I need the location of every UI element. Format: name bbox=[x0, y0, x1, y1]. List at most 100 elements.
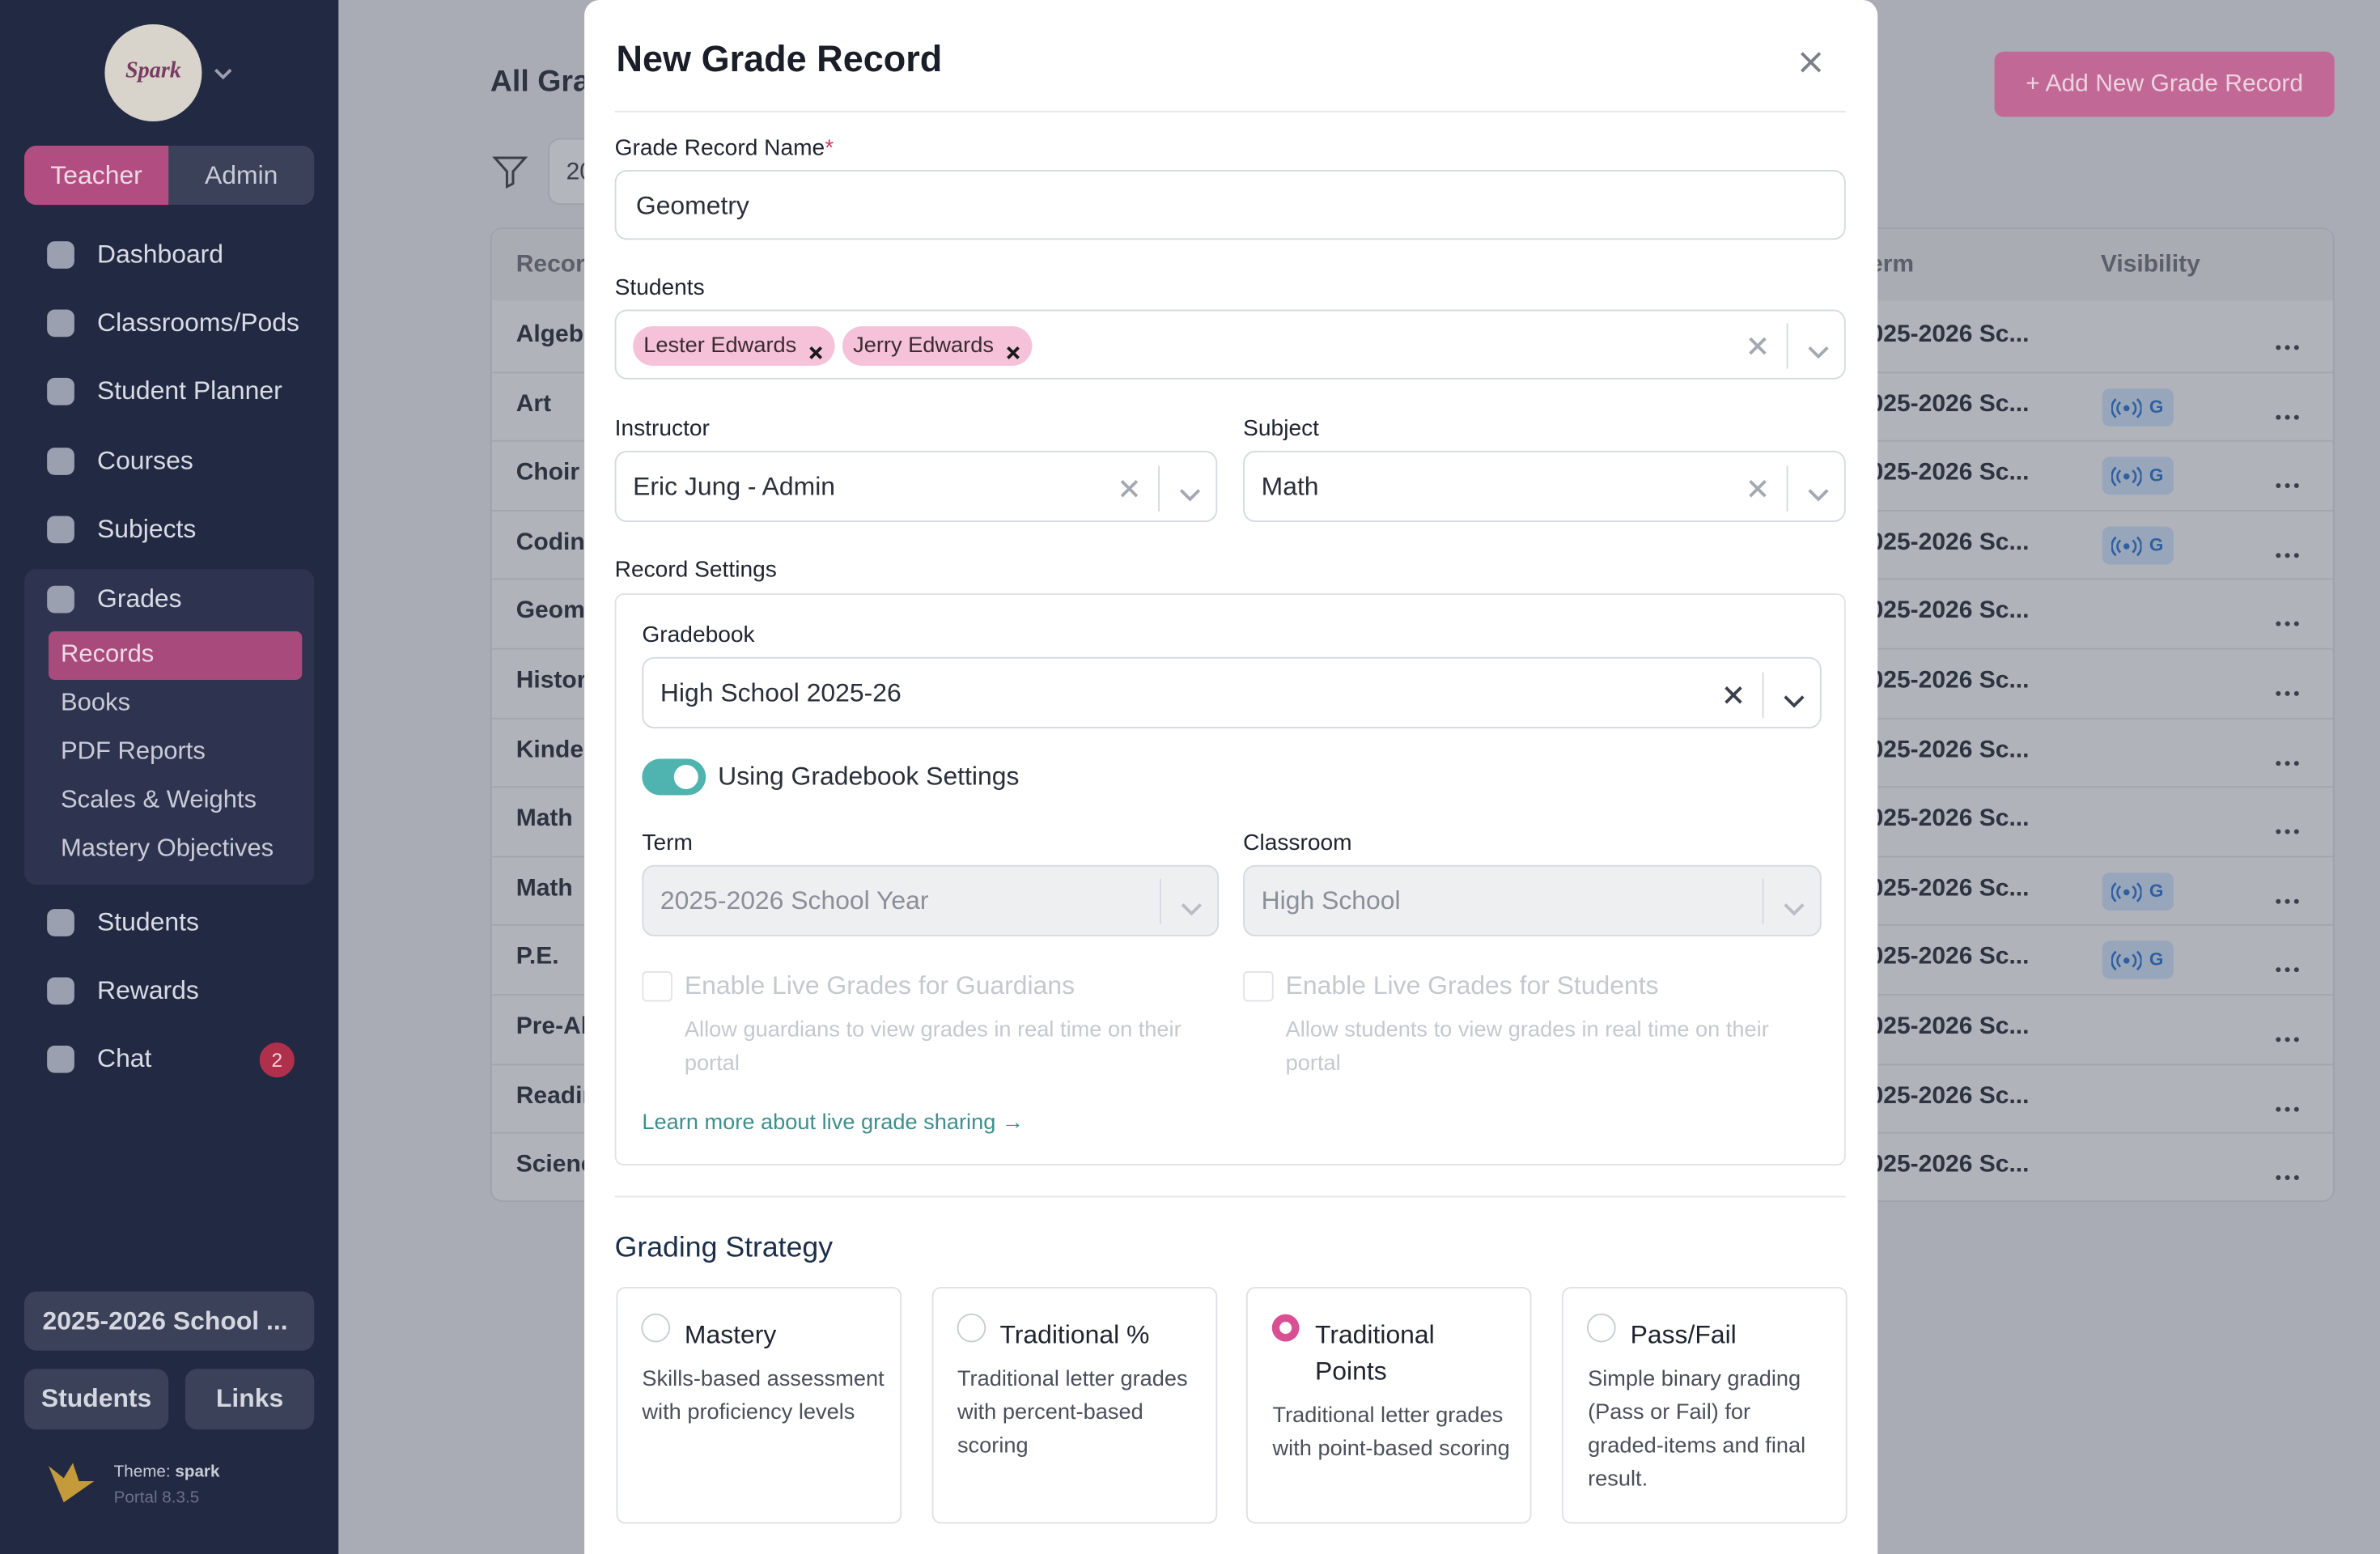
select[interactable]: Math bbox=[1243, 450, 1846, 522]
row-menu[interactable] bbox=[2276, 817, 2300, 844]
radio[interactable] bbox=[956, 1313, 986, 1351]
settings-box bbox=[614, 593, 1846, 1166]
nav-item[interactable]: Grades bbox=[97, 584, 182, 614]
text-input[interactable]: Geometry bbox=[614, 170, 1846, 240]
term: 2025-2026 Sc... bbox=[1856, 805, 2030, 832]
dropdown-icon bbox=[1784, 897, 1805, 924]
select-value: High School 2025-26 bbox=[660, 678, 902, 707]
dropdown-icon[interactable] bbox=[1784, 688, 1805, 715]
strategy-description: Simple binary grading (Pass or Fail) for… bbox=[1588, 1367, 1806, 1492]
nav-icon bbox=[44, 444, 77, 486]
checkbox-description: Allow guardians to view grades in real t… bbox=[684, 1018, 1182, 1076]
theme: Theme: spark bbox=[114, 1463, 220, 1482]
modal-title: New Grade Record bbox=[616, 39, 943, 81]
divider bbox=[614, 1195, 1846, 1198]
chip-label: Lester Edwards bbox=[643, 333, 797, 359]
sub-nav-item[interactable]: Scales & Weights bbox=[61, 786, 257, 813]
year-selector[interactable]: 2025-2026 School ... bbox=[24, 1291, 315, 1351]
chip-remove[interactable] bbox=[809, 340, 823, 367]
strategy-card[interactable]: Mastery Skills-based assessment with prof… bbox=[616, 1287, 902, 1524]
dropdown-icon[interactable] bbox=[1179, 482, 1201, 509]
clear-icon[interactable] bbox=[1723, 684, 1744, 713]
row-menu[interactable] bbox=[2276, 540, 2300, 567]
theme-icon bbox=[49, 1463, 95, 1503]
select[interactable]: Eric Jung - Admin bbox=[614, 450, 1218, 522]
logo-chevron[interactable] bbox=[214, 67, 232, 83]
field-label: Grade Record Name* bbox=[615, 135, 834, 161]
sub-nav-item[interactable]: Records bbox=[61, 640, 155, 668]
select[interactable]: High School 2025-26 bbox=[642, 656, 1822, 728]
role-tab[interactable]: Admin bbox=[205, 160, 278, 190]
nav-item[interactable]: Chat bbox=[97, 1044, 152, 1073]
row-menu[interactable] bbox=[2276, 609, 2300, 637]
visibility-text: G bbox=[2149, 465, 2164, 486]
visibility-text: G bbox=[2149, 949, 2164, 970]
label-text: Grade Record Name bbox=[614, 134, 825, 161]
row-menu[interactable] bbox=[2276, 1093, 2300, 1121]
separator bbox=[1158, 465, 1160, 511]
separator bbox=[1786, 323, 1788, 369]
term: 2025-2026 Sc... bbox=[1856, 529, 2030, 555]
checkbox[interactable] bbox=[642, 971, 672, 1002]
row-menu[interactable] bbox=[2276, 401, 2300, 429]
record-name[interactable]: Math bbox=[515, 805, 573, 832]
chip-remove[interactable] bbox=[1007, 340, 1020, 367]
row-menu[interactable] bbox=[2276, 333, 2300, 360]
dropdown-icon[interactable] bbox=[1808, 482, 1829, 509]
visibility-badge: G bbox=[2102, 388, 2174, 427]
clear-icon[interactable] bbox=[1118, 478, 1139, 507]
button[interactable]: Students bbox=[24, 1369, 169, 1430]
nav-item[interactable]: Courses bbox=[97, 446, 193, 475]
add-button[interactable]: + Add New Grade Record bbox=[1994, 51, 2335, 117]
select-value: Eric Jung - Admin bbox=[633, 472, 836, 501]
radio[interactable] bbox=[641, 1313, 672, 1351]
radio[interactable] bbox=[1586, 1313, 1617, 1351]
strategy-card[interactable]: Traditional % Traditional letter grades w… bbox=[931, 1287, 1217, 1524]
row-menu[interactable] bbox=[2276, 471, 2300, 499]
clear-icon[interactable] bbox=[1747, 478, 1768, 507]
section-label: Record Settings bbox=[614, 557, 777, 583]
nav-item[interactable]: Classrooms/Pods bbox=[97, 308, 299, 338]
sub-nav-item[interactable]: Books bbox=[61, 689, 131, 716]
filter-icon[interactable] bbox=[492, 153, 528, 189]
chip: Lester Edwards bbox=[633, 326, 835, 367]
link[interactable]: Learn more about live grade sharing → bbox=[642, 1110, 1025, 1136]
logo[interactable]: Spark bbox=[104, 24, 202, 121]
row-menu[interactable] bbox=[2276, 955, 2300, 983]
record-name[interactable]: Art bbox=[515, 390, 552, 417]
select[interactable]: High School bbox=[1243, 864, 1822, 936]
sub-nav-item[interactable]: Mastery Objectives bbox=[61, 834, 274, 862]
visibility-badge: G bbox=[2102, 526, 2174, 565]
clear-icon[interactable] bbox=[1747, 335, 1768, 364]
row-menu[interactable] bbox=[2276, 1163, 2300, 1191]
strategy-card[interactable]: Traditional Points Traditional letter gra… bbox=[1246, 1287, 1533, 1524]
checkbox[interactable] bbox=[1243, 971, 1274, 1002]
separator bbox=[1786, 465, 1788, 511]
field-label: Subject bbox=[1243, 415, 1320, 442]
nav-item[interactable]: Subjects bbox=[97, 514, 197, 544]
row-menu[interactable] bbox=[2276, 678, 2300, 706]
role-tab[interactable]: Teacher bbox=[24, 146, 169, 206]
nav-item[interactable]: Student Planner bbox=[97, 376, 282, 405]
close-button[interactable] bbox=[1799, 50, 1823, 74]
sub-nav-item[interactable]: PDF Reports bbox=[61, 737, 206, 765]
visibility-text: G bbox=[2149, 533, 2164, 555]
record-name[interactable]: Math bbox=[515, 875, 573, 902]
strategy-title: Traditional Points bbox=[1315, 1320, 1435, 1386]
strategy-card[interactable]: Pass/Fail Simple binary grading (Pass or … bbox=[1562, 1287, 1848, 1524]
select[interactable]: 2025-2026 School Year bbox=[642, 864, 1220, 936]
record-name[interactable]: Choir bbox=[515, 460, 580, 486]
nav-item[interactable]: Students bbox=[97, 907, 199, 936]
toggle[interactable] bbox=[642, 758, 706, 796]
row-menu[interactable] bbox=[2276, 886, 2300, 914]
button[interactable]: Links bbox=[185, 1369, 315, 1430]
multi-select[interactable]: Lester Edwards Jerry Edwards bbox=[614, 309, 1846, 380]
nav-item[interactable]: Dashboard bbox=[97, 240, 224, 269]
radio[interactable] bbox=[1271, 1313, 1302, 1351]
row-menu[interactable] bbox=[2276, 748, 2300, 775]
row-menu[interactable] bbox=[2276, 1025, 2300, 1052]
nav-item[interactable]: Rewards bbox=[97, 975, 199, 1005]
record-name[interactable]: P.E. bbox=[515, 944, 559, 970]
dropdown-icon[interactable] bbox=[1808, 340, 1829, 367]
